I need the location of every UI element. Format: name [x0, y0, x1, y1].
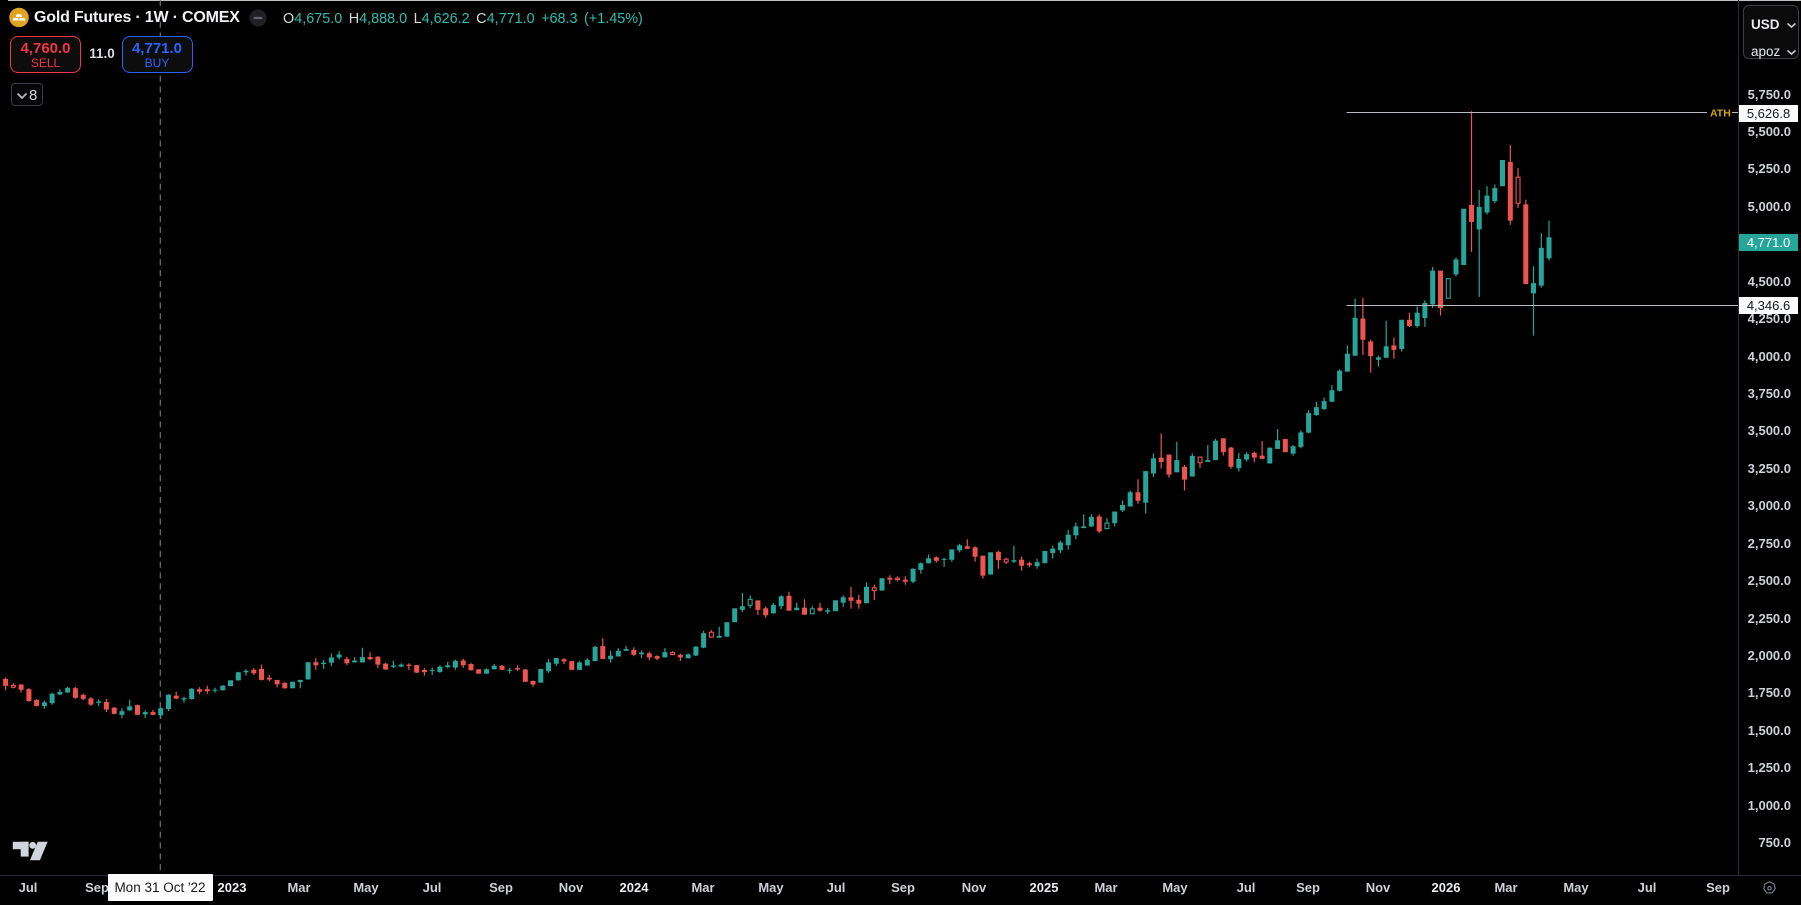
svg-text:ATH: ATH — [1710, 108, 1731, 120]
